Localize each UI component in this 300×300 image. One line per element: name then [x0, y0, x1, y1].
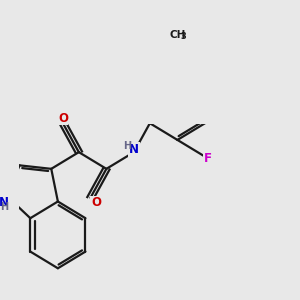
Text: N: N: [129, 143, 139, 156]
Text: O: O: [91, 196, 101, 209]
Text: F: F: [204, 152, 212, 165]
Text: H: H: [0, 202, 8, 212]
Text: 3: 3: [181, 32, 187, 41]
Text: H: H: [123, 140, 131, 151]
Text: N: N: [0, 196, 9, 209]
Text: O: O: [58, 112, 68, 124]
Text: CH: CH: [169, 30, 186, 40]
